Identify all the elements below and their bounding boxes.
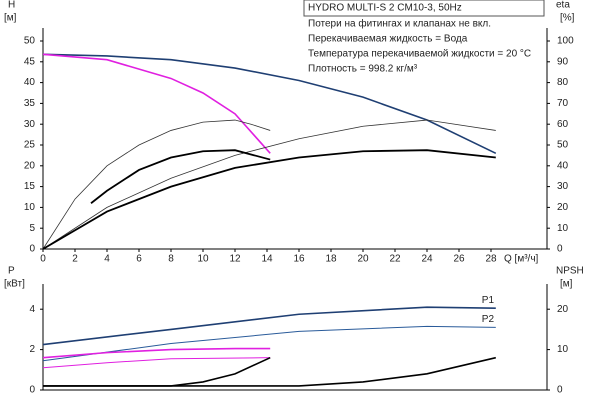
y-tick-label: 50 [24,36,36,47]
y-axis-label: H [8,0,15,11]
y-tick-label: 15 [24,181,36,192]
curve [42,357,271,369]
chart-title: HYDRO MULTI-S 2 CM10-3, 50Hz [308,3,462,14]
y-tick-label: 0 [29,385,35,396]
curve [43,356,271,387]
y-tick-label: 30 [24,119,36,130]
y-tick-label: 0 [29,244,35,255]
y2-axis-unit: [м] [560,279,573,290]
note: Потери на фитингах и клапанах не вкл. [308,18,491,30]
x-tick-label: 10 [197,254,209,265]
series-label: P2 [482,314,495,325]
y-axis-unit: [м] [4,13,17,24]
x-tick-label: 14 [261,254,273,265]
note: Перекачиваемая жидкость = Вода [308,34,468,45]
x-tick-label: 22 [389,254,401,265]
curve [42,53,271,154]
curve [42,306,496,346]
x-tick-label: 2 [72,254,78,265]
y2-axis-unit: [%] [560,13,575,24]
y-axis-label: P [8,266,15,277]
y-tick-label: 5 [29,223,35,234]
x-tick-label: 26 [453,254,465,265]
y-tick-label: 45 [24,56,36,67]
x-tick-label: 28 [485,254,497,265]
y-tick-label: 20 [24,160,36,171]
x-tick-label: 16 [293,254,305,265]
curve [42,325,496,362]
y2-tick-label: 0 [557,385,563,396]
curve [42,347,271,359]
y-axis-unit: [кВт] [4,279,25,290]
y2-tick-label: 30 [557,181,569,192]
y2-tick-label: 80 [557,77,569,88]
series-label: P1 [482,295,495,306]
x-axis-label: Q [м³/ч] [504,254,539,265]
note: Плотность = 998.2 кг/м³ [308,64,418,75]
y-tick-label: 4 [29,304,35,315]
x-tick-label: 6 [136,254,142,265]
note: Температура перекачиваемой жидкости = 20… [308,49,531,60]
y2-tick-label: 70 [557,98,569,109]
title-box [303,0,545,17]
x-tick-label: 20 [357,254,369,265]
y2-tick-label: 0 [557,244,563,255]
y-tick-label: 35 [24,98,36,109]
y2-tick-label: 50 [557,140,569,151]
y2-tick-label: 20 [557,202,569,213]
x-tick-label: 12 [229,254,241,265]
y2-tick-label: 60 [557,119,569,130]
x-tick-label: 4 [104,254,110,265]
curve [42,119,496,250]
x-tick-label: 18 [325,254,337,265]
x-tick-label: 8 [168,254,174,265]
y-tick-label: 2 [29,344,35,355]
y-tick-label: 40 [24,77,36,88]
y2-tick-label: 90 [557,56,569,67]
curve [42,149,496,250]
y2-tick-label: 20 [557,304,569,315]
curve [42,53,497,155]
y2-tick-label: 40 [557,160,569,171]
y-tick-label: 10 [24,202,36,213]
y2-axis-label: eta [556,0,570,11]
curve [42,119,271,250]
x-tick-label: 0 [40,254,46,265]
y2-axis-label: NPSH [556,266,584,277]
y2-tick-label: 10 [557,344,569,355]
x-tick-label: 24 [421,254,433,265]
curve [90,149,271,204]
y2-tick-label: 10 [557,223,569,234]
y2-tick-label: 100 [557,36,574,47]
y-tick-label: 25 [24,140,36,151]
curve [43,356,496,387]
